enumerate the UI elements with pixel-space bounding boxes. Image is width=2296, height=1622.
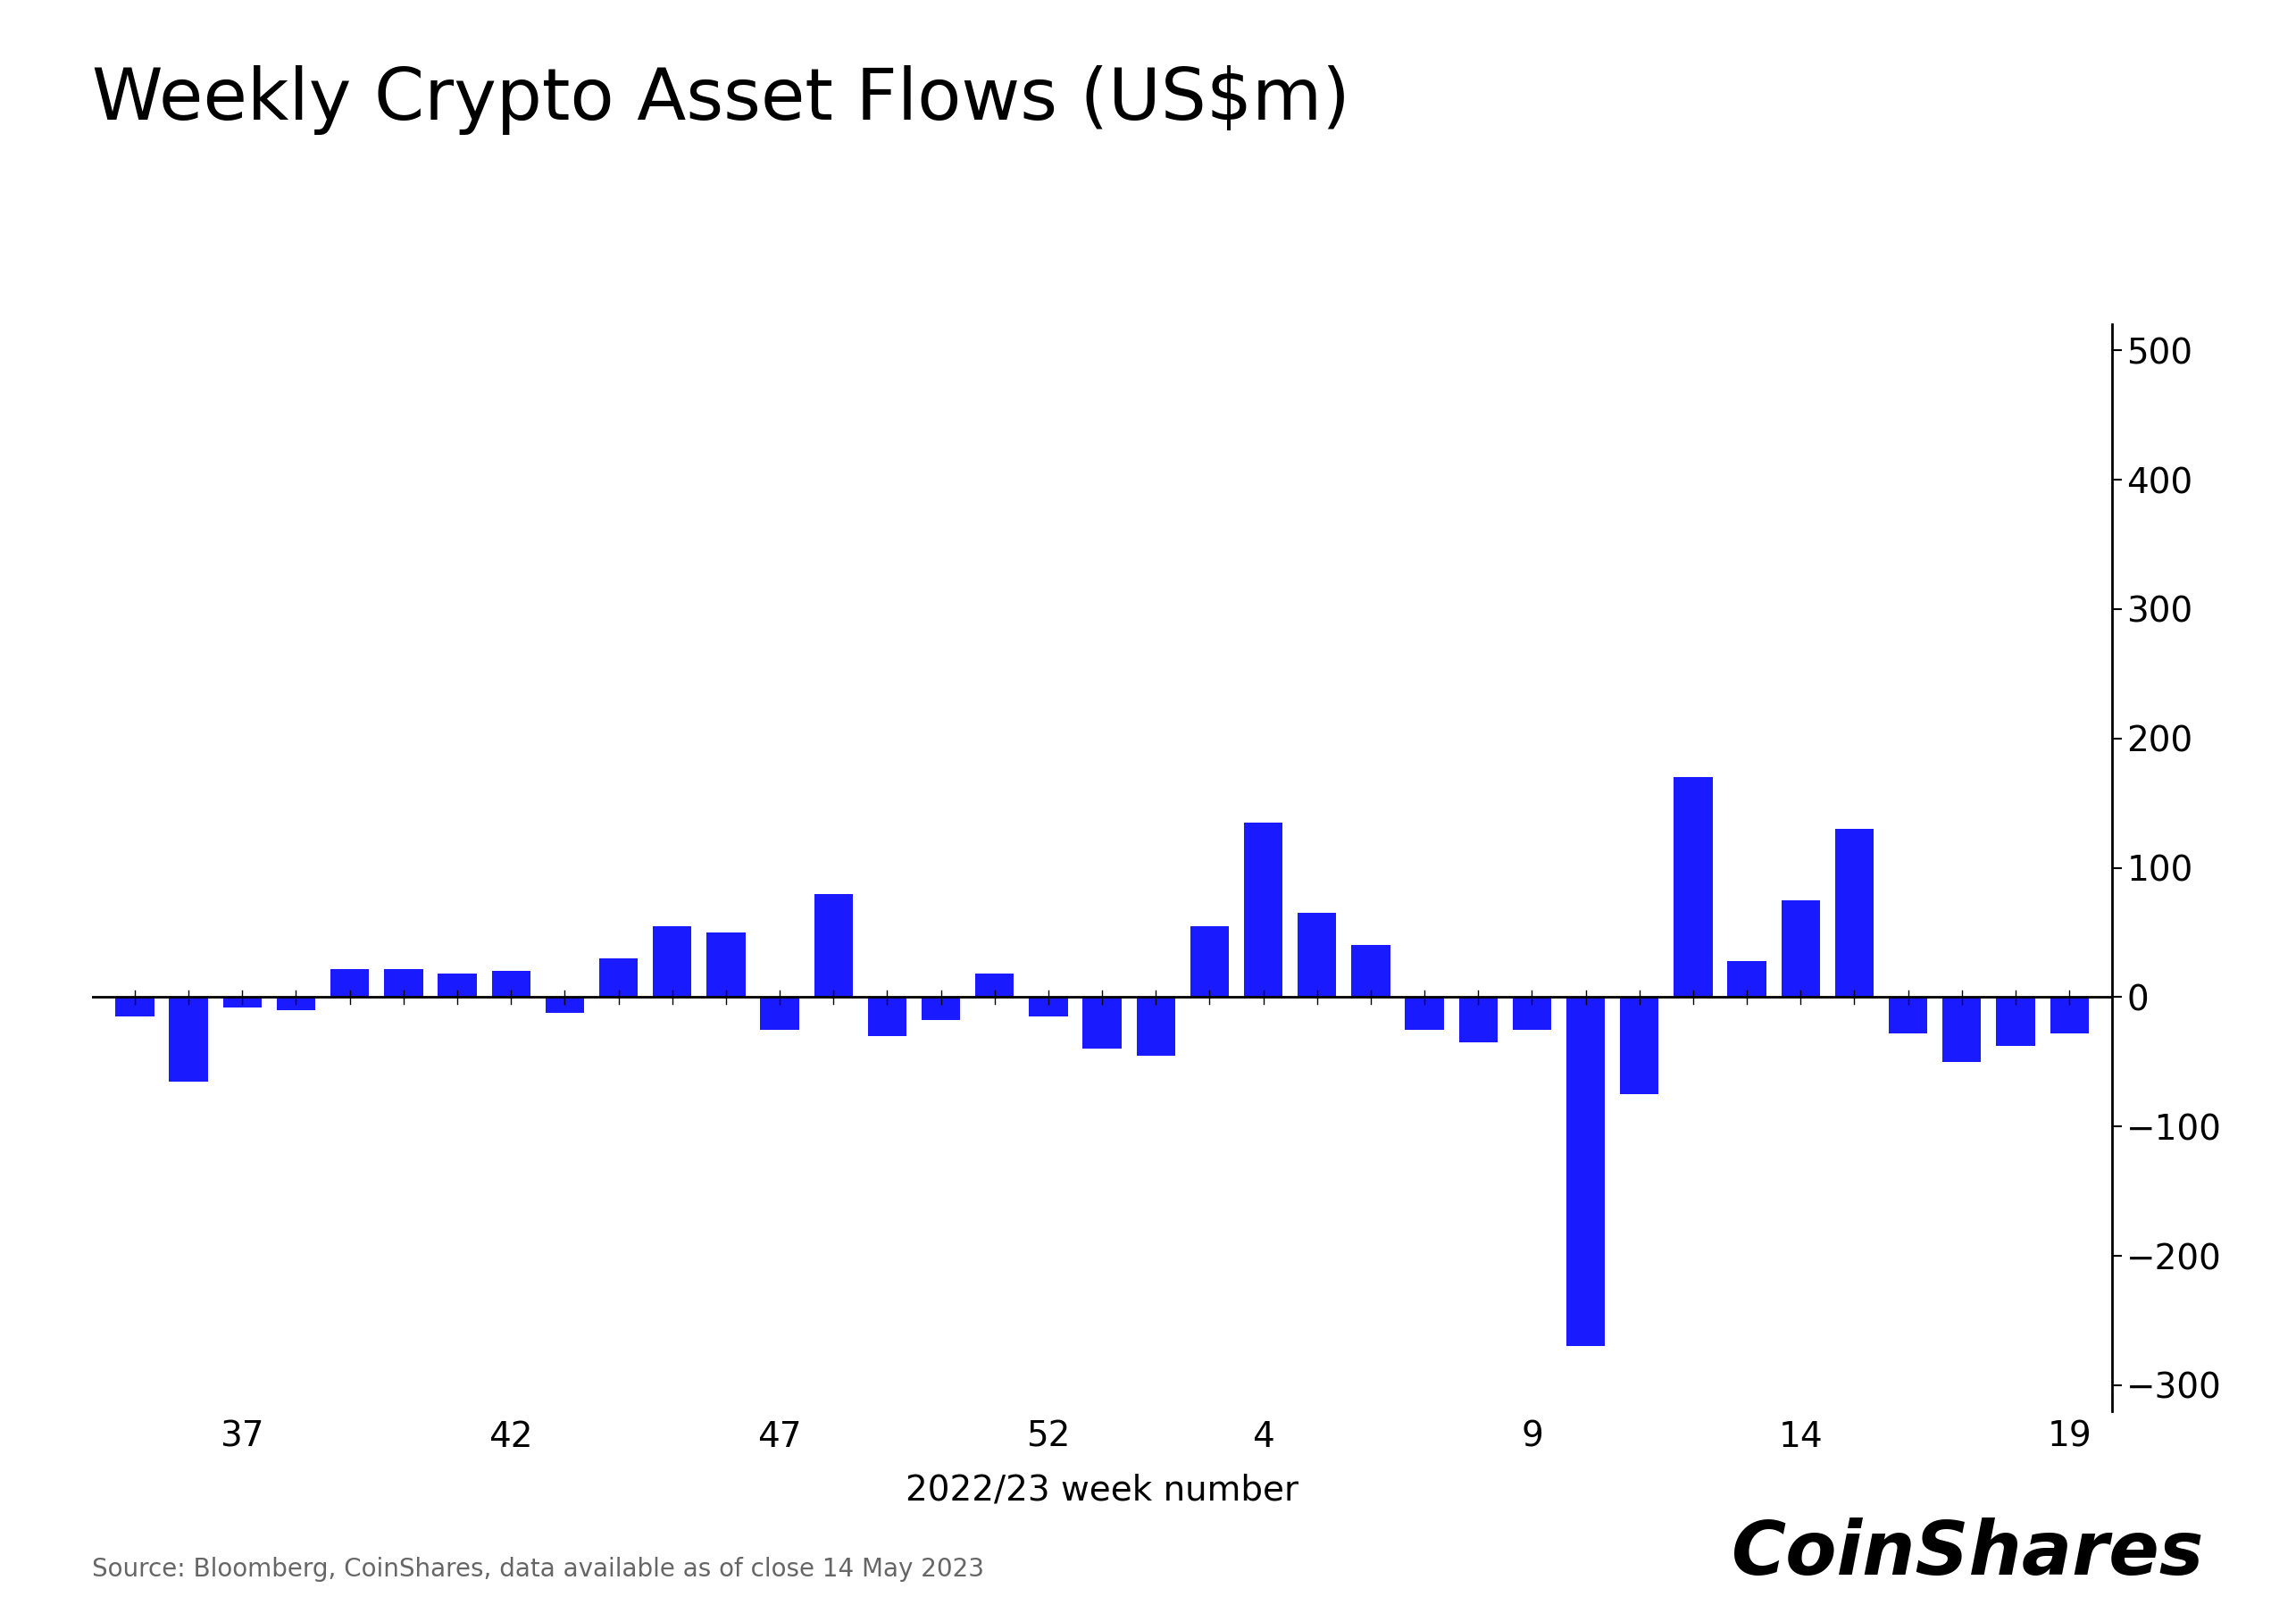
Bar xyxy=(1297,913,1336,998)
X-axis label: 2022/23 week number: 2022/23 week number xyxy=(905,1474,1300,1507)
Bar xyxy=(707,933,746,998)
Bar xyxy=(1029,998,1068,1017)
Bar xyxy=(976,973,1015,998)
Bar xyxy=(1244,822,1283,998)
Bar xyxy=(331,968,370,998)
Bar xyxy=(170,998,209,1082)
Bar xyxy=(1890,998,1926,1033)
Bar xyxy=(1727,960,1766,998)
Bar xyxy=(1995,998,2034,1046)
Bar xyxy=(1405,998,1444,1030)
Bar xyxy=(1084,998,1120,1049)
Bar xyxy=(1942,998,1981,1062)
Text: Weekly Crypto Asset Flows (US$m): Weekly Crypto Asset Flows (US$m) xyxy=(92,65,1350,135)
Text: CoinShares: CoinShares xyxy=(1731,1517,2204,1590)
Bar xyxy=(383,968,422,998)
Bar xyxy=(868,998,907,1036)
Bar xyxy=(1566,998,1605,1346)
Bar xyxy=(1189,926,1228,998)
Bar xyxy=(599,959,638,998)
Bar xyxy=(223,998,262,1007)
Bar xyxy=(2050,998,2089,1033)
Bar xyxy=(1458,998,1497,1043)
Bar xyxy=(115,998,154,1017)
Bar xyxy=(1352,946,1389,998)
Bar xyxy=(1513,998,1552,1030)
Bar xyxy=(439,973,478,998)
Bar xyxy=(652,926,691,998)
Bar xyxy=(1835,829,1874,998)
Bar xyxy=(1137,998,1176,1056)
Bar xyxy=(760,998,799,1030)
Bar xyxy=(278,998,315,1011)
Bar xyxy=(1621,998,1658,1095)
Text: Source: Bloomberg, CoinShares, data available as of close 14 May 2023: Source: Bloomberg, CoinShares, data avai… xyxy=(92,1557,985,1581)
Bar xyxy=(1782,900,1821,998)
Bar xyxy=(491,972,530,998)
Bar xyxy=(815,894,852,998)
Bar xyxy=(921,998,960,1020)
Bar xyxy=(546,998,583,1012)
Bar xyxy=(1674,777,1713,998)
